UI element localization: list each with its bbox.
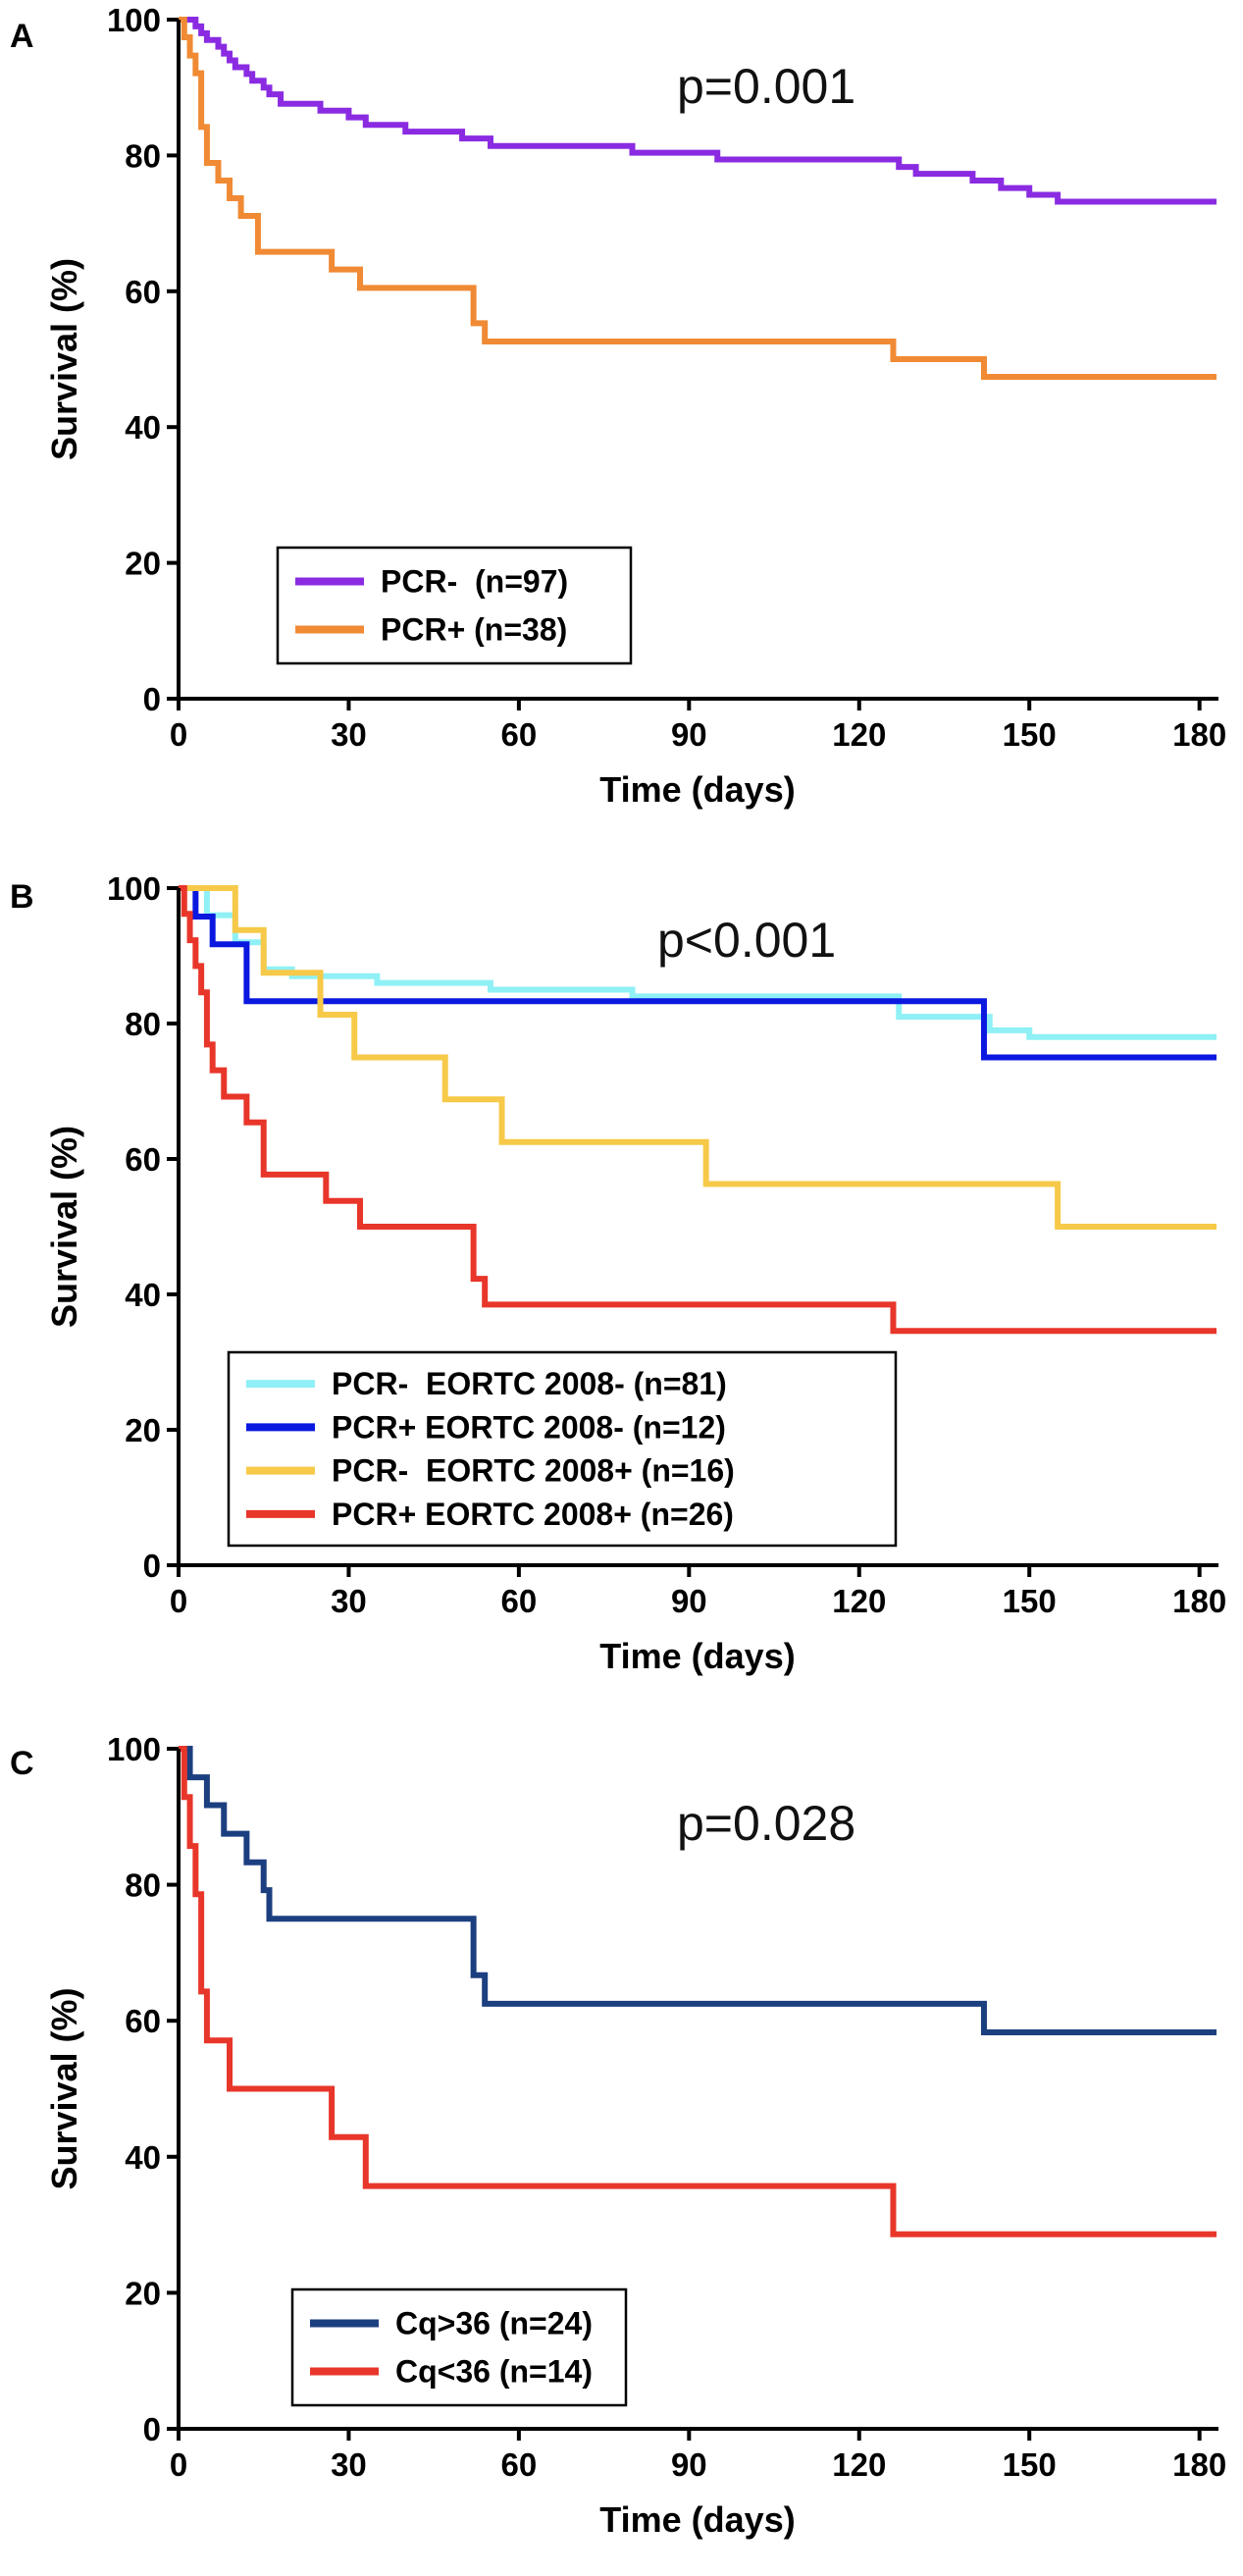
- panel-c-legend-box: [290, 2287, 628, 2407]
- panel-b-x-tick-label: 120: [832, 1583, 886, 1619]
- panel-a-legend-label-2: PCR+ (n=38): [381, 612, 567, 648]
- panel-b-y-tick-label: 20: [125, 1412, 161, 1448]
- panel-b-y-tick-label: 100: [107, 870, 161, 907]
- panel-b-series-4-curve: [179, 885, 1217, 1335]
- panel-a-legend-box: [276, 546, 633, 665]
- panel-c-x-tick-label: 30: [331, 2446, 367, 2483]
- panel-c-x-axis-title: Time (days): [599, 2499, 795, 2540]
- panel-a-x-tick-label: 60: [501, 716, 538, 753]
- panel-a-y-tick-label: 20: [125, 546, 161, 582]
- panel-b-y-tick-label: 80: [125, 1006, 161, 1042]
- panel-b: B 0 20 40 60 80 100 0 30 60 90 120 150 180 Time (days)…: [10, 870, 1226, 1676]
- panel-b-legend-label-3: PCR- EORTC 2008+ (n=16): [332, 1453, 735, 1489]
- panel-b-legend-label-1: PCR- EORTC 2008- (n=81): [332, 1366, 727, 1401]
- panel-c-x-tick-label: 180: [1172, 2446, 1226, 2483]
- panel-b-series-2-curve: [179, 885, 1217, 1061]
- panel-b-y-tick-label: 60: [125, 1141, 161, 1178]
- panel-a-y-tick-label: 80: [125, 137, 161, 174]
- panel-c-y-axis-title: Survival (%): [44, 1987, 84, 2189]
- panel-c-x-tick-label: 120: [832, 2446, 886, 2483]
- panel-b-y-tick-label: 40: [125, 1277, 161, 1313]
- panel-b-x-tick-label: 30: [331, 1583, 367, 1619]
- panel-b-x-tick-label: 0: [170, 1583, 187, 1619]
- panel-b-x-axis-title: Time (days): [599, 1636, 795, 1676]
- panel-a-x-axis-title: Time (days): [599, 769, 795, 810]
- panel-b-y-tick-label: 0: [143, 1548, 161, 1584]
- panel-b-x-tick-label: 150: [1003, 1583, 1057, 1619]
- panel-b-legend-label-2: PCR+ EORTC 2008- (n=12): [332, 1409, 726, 1445]
- panel-c-y-tick-label: 100: [107, 1731, 161, 1767]
- panel-c-y-tick-label: 0: [143, 2411, 161, 2447]
- panel-a-legend: PCR- (n=97) PCR+ (n=38): [276, 546, 633, 665]
- panel-b-x-tick-label: 90: [671, 1583, 707, 1619]
- panel-c-legend-label-2: Cq<36 (n=14): [395, 2354, 593, 2390]
- panel-c-y-tick-label: 40: [125, 2139, 161, 2176]
- panel-a-x-tick-label: 30: [331, 716, 367, 753]
- panel-a-series-2-curve: [179, 17, 1217, 380]
- panel-a-legend-label-1: PCR- (n=97): [381, 564, 568, 600]
- panel-b-x-tick-label: 180: [1172, 1583, 1226, 1619]
- panel-c-legend: Cq>36 (n=24) Cq<36 (n=14): [290, 2287, 628, 2407]
- panel-a-x-tick-label: 0: [170, 716, 187, 753]
- panel-b-legend: PCR- EORTC 2008- (n=81) PCR+ EORTC 2008- …: [227, 1350, 898, 1548]
- panel-a-y-tick-label: 0: [143, 681, 161, 717]
- panel-c: C 0 20 40 60 80 100 0 30 60 90 120 150 180 Time (days)…: [10, 1731, 1226, 2540]
- panel-a-x-tick-label: 90: [671, 716, 707, 753]
- panel-a-series-1-curve: [179, 17, 1217, 205]
- panel-c-x-tick-label: 90: [671, 2446, 707, 2483]
- panel-a-y-tick-label: 60: [125, 274, 161, 310]
- panel-c-y-tick-label: 80: [125, 1867, 161, 1904]
- panel-a-x-tick-label: 120: [832, 716, 886, 753]
- panel-a-x-tick-label: 150: [1003, 716, 1057, 753]
- panel-a-y-tick-label: 40: [125, 409, 161, 446]
- panel-b-series-3-curve: [179, 885, 1217, 1230]
- panel-b-y-axis-title: Survival (%): [44, 1126, 84, 1328]
- panel-a-letter: A: [10, 18, 34, 55]
- panel-c-series-1-curve: [179, 1746, 1217, 2035]
- panel-c-series-2-curve: [179, 1746, 1217, 2237]
- panel-b-legend-box: [227, 1350, 898, 1548]
- panel-b-x-tick-label: 60: [501, 1583, 538, 1619]
- panel-c-y-tick-label: 60: [125, 2003, 161, 2039]
- panel-a-x-tick-label: 180: [1172, 716, 1226, 753]
- panel-b-letter: B: [10, 878, 34, 916]
- panel-b-legend-label-4: PCR+ EORTC 2008+ (n=26): [332, 1497, 734, 1532]
- panel-c-x-tick-label: 150: [1003, 2446, 1057, 2483]
- panel-c-y-tick-label: 20: [125, 2275, 161, 2311]
- panel-c-p-value: p=0.028: [677, 1796, 855, 1851]
- panel-a: A 0 20 40 60 80 100 0 30 60 90 120 150 180 Time (days)…: [10, 2, 1226, 810]
- panel-b-p-value: p<0.001: [657, 913, 836, 968]
- panel-a-p-value: p=0.001: [677, 59, 855, 114]
- panel-c-letter: C: [10, 1745, 34, 1782]
- panel-c-legend-label-1: Cq>36 (n=24): [395, 2306, 593, 2341]
- panel-a-y-axis-title: Survival (%): [44, 258, 84, 460]
- panel-c-x-tick-label: 0: [170, 2446, 187, 2483]
- panel-c-x-tick-label: 60: [501, 2446, 538, 2483]
- panel-a-y-tick-label: 100: [107, 2, 161, 38]
